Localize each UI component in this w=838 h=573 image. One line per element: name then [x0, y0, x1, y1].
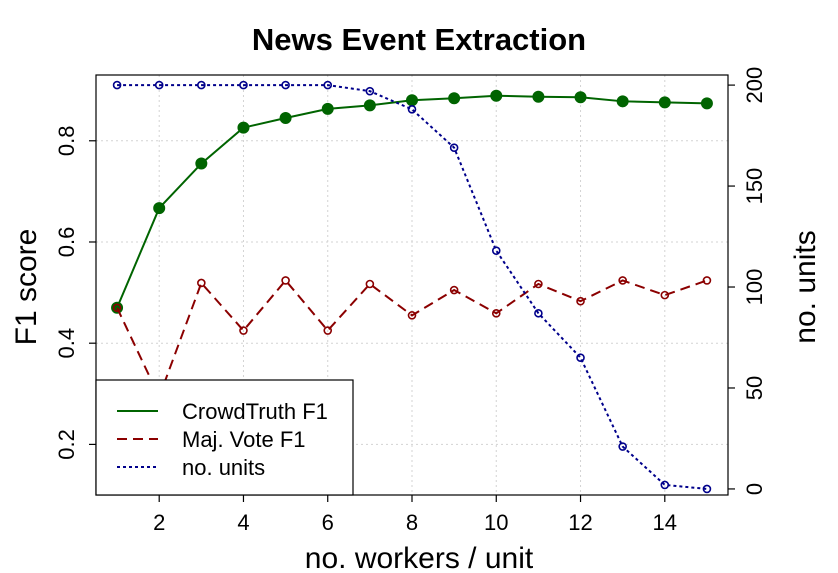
y2-tick-label: 0 [742, 483, 767, 495]
series-point-3 [534, 308, 543, 318]
x-tick-label: 4 [237, 510, 249, 535]
x-tick-label: 10 [484, 510, 508, 535]
y-tick-label: 0.8 [54, 125, 79, 156]
series-point-2 [365, 279, 375, 289]
series-point-2 [281, 276, 290, 285]
series-point-3 [197, 80, 206, 90]
series-point-2 [197, 278, 206, 288]
series-point-3 [239, 80, 248, 90]
series-point-2 [112, 303, 122, 313]
series-point-3 [618, 442, 627, 451]
y-axis-label: F1 score [10, 229, 43, 346]
series-point-1 [490, 89, 503, 102]
series-point-3 [154, 80, 164, 90]
series-point-2 [576, 296, 585, 306]
legend-label: CrowdTruth F1 [182, 399, 328, 424]
y2-tick-label: 150 [742, 168, 767, 205]
series-point-3 [702, 484, 712, 494]
series-point-3 [449, 143, 459, 152]
x-tick-label: 12 [568, 510, 592, 535]
y2-tick-label: 100 [742, 269, 767, 306]
series-point-2 [618, 276, 627, 285]
series-point-1 [279, 112, 292, 125]
legend-label: Maj. Vote F1 [182, 427, 306, 452]
series-point-1 [532, 90, 545, 103]
series-point-3 [281, 80, 290, 90]
series-point-1 [700, 97, 713, 110]
series-point-1 [153, 202, 166, 215]
legend: CrowdTruth F1 Maj. Vote F1 no. units [95, 379, 354, 496]
x-tick-label: 14 [653, 510, 677, 535]
y2-tick-label: 50 [742, 376, 767, 400]
y2-tick-label: 200 [742, 67, 767, 104]
series-point-1 [406, 94, 418, 107]
grid [96, 75, 728, 495]
series-point-2 [534, 279, 543, 289]
series-point-2 [449, 285, 459, 295]
x-tick-label: 6 [322, 510, 334, 535]
series-point-2 [660, 290, 670, 300]
series-point-1 [363, 99, 376, 112]
series-point-2 [407, 311, 417, 320]
axes: 2 4 6 8 10 12 14 0.2 0.4 0.6 0.8 0 50 100 150 200 [54, 67, 767, 535]
legend-box [95, 379, 354, 496]
series-point-1 [237, 121, 250, 134]
series-point-2 [491, 309, 501, 318]
x-axis-label: no. workers / unit [305, 542, 534, 573]
series-point-2 [239, 326, 248, 335]
series-point-3 [660, 480, 670, 490]
series-point-3 [576, 353, 585, 362]
series-point-3 [365, 86, 375, 96]
series-layer [111, 80, 713, 494]
y-tick-label: 0.4 [54, 328, 79, 359]
series-point-1 [658, 96, 671, 109]
series-point-2 [323, 326, 333, 335]
y-tick-label: 0.6 [54, 227, 79, 258]
series-point-3 [112, 80, 122, 90]
series-point-1 [574, 91, 587, 104]
series-point-3 [491, 246, 501, 255]
y2-axis-label: no. units [789, 230, 822, 343]
series-point-1 [616, 95, 629, 108]
x-tick-label: 2 [153, 510, 165, 535]
series-point-2 [702, 276, 712, 285]
series-point-3 [323, 80, 333, 90]
legend-label: no. units [182, 455, 265, 480]
y-tick-label: 0.2 [54, 429, 79, 460]
series-point-1 [321, 102, 334, 115]
chart-title: News Event Extraction [252, 22, 586, 57]
series-line-3 [117, 84, 708, 490]
series-point-1 [195, 157, 208, 170]
series-point-3 [407, 105, 417, 114]
series-point-1 [448, 92, 461, 105]
x-tick-label: 8 [406, 510, 418, 535]
series-line-2 [116, 278, 708, 400]
